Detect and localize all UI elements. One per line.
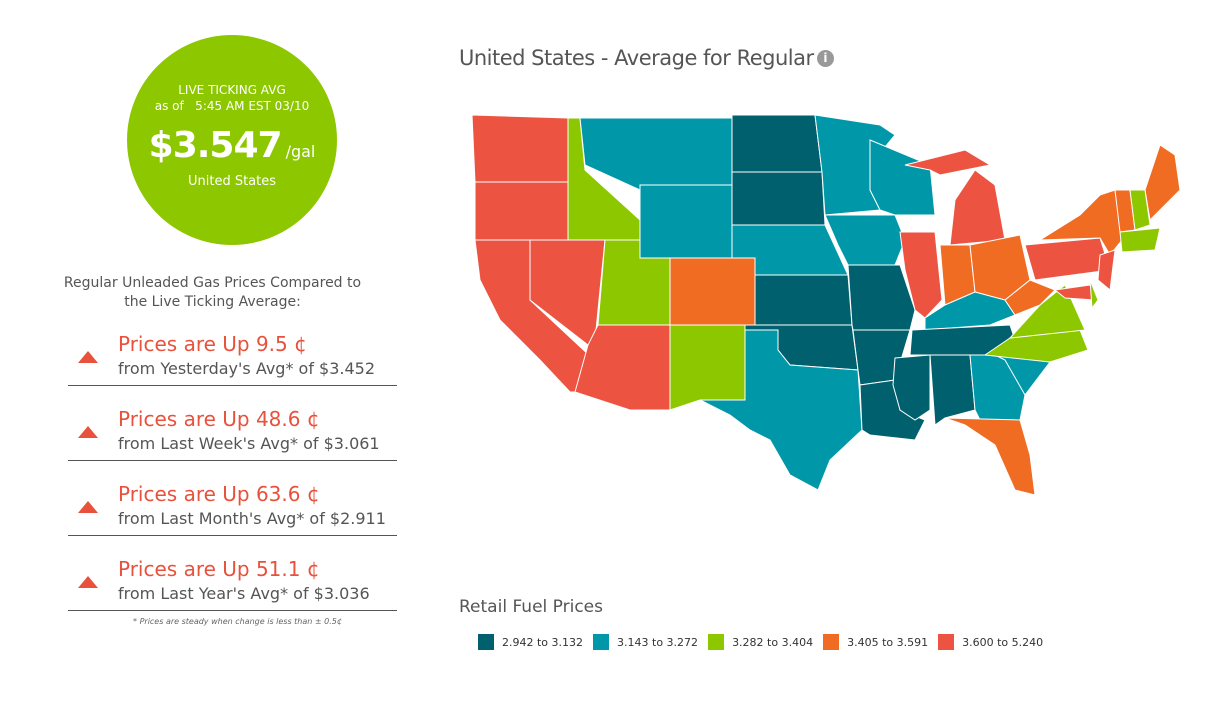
up-arrow-icon [78,501,98,513]
legend-item: 3.600 to 5.240 [938,634,1043,650]
legend-swatch [823,634,840,650]
state-co[interactable] [669,257,756,326]
legend-label: 2.942 to 3.132 [502,635,584,649]
state-me[interactable] [1144,144,1181,222]
location: United States [187,174,277,189]
state-miu[interactable] [904,149,992,176]
legend-swatch [478,634,494,650]
state-nh[interactable] [1129,189,1151,231]
state-de[interactable] [1089,279,1099,310]
legend: 2.942 to 3.132 3.143 to 3.272 3.282 to 3… [478,634,1053,650]
change-last-month: Prices are Up 63.6 ¢ from Last Month's Av… [68,482,397,536]
legend-swatch [708,634,725,650]
legend-label: 3.143 to 3.272 [617,635,699,649]
state-or[interactable] [474,181,569,241]
state-fl[interactable] [944,417,1036,496]
up-arrow-icon [78,351,98,363]
as-of-time: as of 5:45 AM EST 03/10 [154,99,310,113]
map-title-text: United States - Average for Regular [459,46,814,70]
state-wi[interactable] [869,139,936,216]
state-nj[interactable] [1097,249,1116,291]
change-last-week: Prices are Up 48.6 ¢ from Last Week's Avg… [68,407,397,461]
state-wv[interactable] [1004,279,1056,316]
change-detail: from Last Month's Avg* of $2.911 [118,509,386,528]
state-nm[interactable] [669,324,746,411]
legend-item: 3.405 to 3.591 [823,634,928,650]
legend-item: 3.143 to 3.272 [593,634,698,650]
state-ks[interactable] [754,274,853,326]
change-detail: from Yesterday's Avg* of $3.452 [118,359,376,378]
up-arrow-icon [78,426,98,438]
state-ma[interactable] [1119,227,1161,253]
state-wa[interactable] [471,114,569,183]
price-unit: /gal [285,142,316,161]
change-detail: from Last Week's Avg* of $3.061 [118,434,380,453]
legend-label: 3.405 to 3.591 [847,635,929,649]
legend-swatch [938,634,955,650]
legend-item: 2.942 to 3.132 [478,634,583,650]
map-title: United States - Average for Regular i [459,46,834,70]
state-sd[interactable] [731,171,826,226]
change-headline: Prices are Up 9.5 ¢ [118,332,307,356]
live-label: LIVE TICKING AVG [178,83,286,97]
legend-swatch [593,634,610,650]
legend-label: 3.600 to 5.240 [962,635,1044,649]
info-icon[interactable]: i [816,50,834,67]
change-headline: Prices are Up 51.1 ¢ [118,557,320,581]
up-arrow-icon [78,576,98,588]
footnote: * Prices are steady when change is less … [133,617,342,626]
change-detail: from Last Year's Avg* of $3.036 [118,584,370,603]
change-yesterday: Prices are Up 9.5 ¢ from Yesterday's Avg*… [68,332,397,386]
state-pa[interactable] [1024,237,1111,281]
live-price: $3.547 [148,125,283,166]
state-nd[interactable] [731,114,823,173]
state-wy[interactable] [639,184,733,259]
state-al[interactable] [929,354,976,426]
legend-title: Retail Fuel Prices [459,597,603,617]
change-headline: Prices are Up 63.6 ¢ [118,482,320,506]
live-average-badge: LIVE TICKING AVG as of 5:45 AM EST 03/10… [127,35,337,245]
legend-label: 3.282 to 3.404 [732,635,814,649]
state-mi[interactable] [949,169,1006,246]
change-headline: Prices are Up 48.6 ¢ [118,407,320,431]
state-tx[interactable] [699,329,863,491]
compare-heading: Regular Unleaded Gas Prices Compared to … [63,275,362,310]
legend-item: 3.282 to 3.404 [708,634,813,650]
state-mo[interactable] [847,264,916,331]
state-mt[interactable] [579,117,733,191]
change-last-year: Prices are Up 51.1 ¢ from Last Year's Avg… [68,557,397,611]
